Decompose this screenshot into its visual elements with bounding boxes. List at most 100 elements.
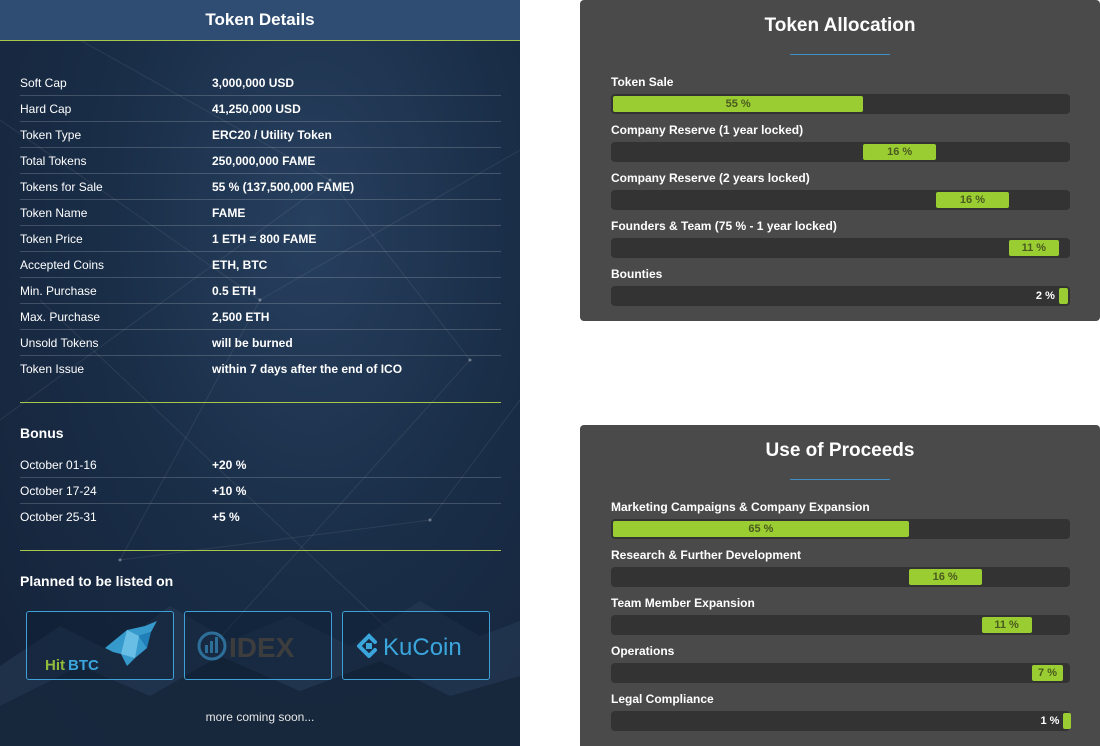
bonus-period: October 25-31	[20, 510, 97, 524]
bar-label: Research & Further Development	[611, 548, 802, 562]
detail-value: 2,500 ETH	[212, 309, 270, 324]
exchange-list: Hit BTC IDEX KuCoin	[26, 611, 490, 680]
detail-label: Token Issue	[20, 362, 85, 376]
detail-row-min-purchase: Min. Purchase 0.5 ETH	[20, 278, 501, 304]
detail-row-accepted-coins: Accepted Coins ETH, BTC	[20, 252, 501, 278]
bar-track: 7 %	[611, 663, 1070, 683]
exchange-kucoin[interactable]: KuCoin	[342, 611, 490, 680]
bar-label: Founders & Team (75 % - 1 year locked)	[611, 219, 837, 233]
bonus-period: October 01-16	[20, 457, 97, 472]
title-underline	[790, 479, 890, 480]
detail-label: Soft Cap	[20, 75, 67, 90]
detail-value: 1 ETH = 800 FAME	[212, 231, 317, 246]
bar-track: 16 %	[611, 190, 1070, 210]
bar-label: Operations	[611, 644, 675, 658]
detail-value: 3,000,000 USD	[212, 75, 295, 90]
detail-row-max-purchase: Max. Purchase 2,500 ETH	[20, 304, 501, 330]
bonus-row: October 25-31 +5 %	[20, 504, 501, 530]
token-details-panel: Token Details Soft Cap 3,000,000 USD Hard…	[0, 0, 520, 746]
bar-track: 2 %	[611, 286, 1070, 306]
detail-value: 41,250,000 USD	[212, 101, 301, 116]
token-allocation-title: Token Allocation	[764, 15, 916, 36]
allocation-bar-item: Company Reserve (2 years locked) 16 %	[611, 170, 1070, 218]
bonus-value: +5 %	[212, 510, 240, 524]
proceeds-bar-item: Operations 7 %	[611, 643, 1070, 691]
detail-row-token-issue: Token Issue within 7 days after the end o…	[20, 356, 501, 382]
idex-logo-text: IDEX	[229, 632, 295, 663]
detail-label: Accepted Coins	[20, 257, 105, 272]
kucoin-logo-text: KuCoin	[383, 634, 462, 661]
listing-title: Planned to be listed on	[20, 573, 174, 589]
detail-value: will be burned	[212, 335, 293, 350]
detail-value: 250,000,000 FAME	[212, 153, 316, 168]
kucoin-logo: KuCoin	[357, 632, 462, 661]
bar-percent: 16 %	[959, 194, 985, 206]
bonus-period: October 17-24	[20, 483, 97, 498]
detail-label: Max. Purchase	[20, 309, 101, 324]
bar-fill	[1008, 240, 1059, 256]
bar-label: Company Reserve (2 years locked)	[611, 171, 810, 185]
bar-fill	[908, 569, 982, 585]
detail-row-unsold-tokens: Unsold Tokens will be burned	[20, 330, 501, 356]
bar-percent: 16 %	[932, 571, 958, 583]
token-details-table: Soft Cap 3,000,000 USD Hard Cap 41,250,000…	[20, 70, 501, 382]
bonus-value: +20 %	[212, 457, 247, 472]
detail-row-token-type: Token Type ERC20 / Utility Token	[20, 122, 501, 148]
idex-logo: IDEX	[197, 631, 295, 663]
token-allocation-bars: Token Sale 55 % Company Reserve (1 year …	[611, 74, 1070, 314]
detail-value: 55 % (137,500,000 FAME)	[212, 179, 355, 194]
detail-row-total-tokens: Total Tokens 250,000,000 FAME	[20, 148, 501, 174]
proceeds-bar-item: Legal Compliance 1 %	[611, 691, 1072, 739]
detail-value: ERC20 / Utility Token	[212, 127, 332, 142]
proceeds-bar-item: Team Member Expansion 11 %	[611, 595, 1070, 643]
bar-fill	[1031, 665, 1064, 681]
bar-percent: 55 %	[725, 98, 751, 110]
bonus-title: Bonus	[20, 425, 64, 441]
detail-row-soft-cap: Soft Cap 3,000,000 USD	[20, 70, 501, 96]
bar-label: Company Reserve (1 year locked)	[611, 123, 804, 137]
bar-label: Marketing Campaigns & Company Expansion	[611, 500, 870, 514]
use-of-proceeds-card: Use of Proceeds Marketing Campaigns & Co…	[580, 425, 1100, 746]
hitbtc-logo-text-hit: Hit	[45, 657, 65, 673]
bar-percent: 65 %	[748, 523, 774, 535]
detail-label: Token Type	[20, 127, 82, 142]
bar-fill	[613, 96, 864, 112]
detail-label: Total Tokens	[20, 153, 87, 168]
bar-percent: 11 %	[994, 619, 1019, 631]
bonus-value: +10 %	[212, 483, 247, 498]
bar-percent: 16 %	[887, 146, 913, 158]
token-details-header: Token Details	[0, 0, 520, 41]
bar-track: 11 %	[611, 238, 1070, 258]
exchange-idex[interactable]: IDEX	[184, 611, 332, 680]
bar-label: Bounties	[611, 267, 663, 281]
token-allocation-card: Token Allocation Token Sale 55 % Company…	[580, 0, 1100, 321]
section-divider	[20, 402, 501, 403]
bar-percent: 1 %	[1040, 715, 1060, 727]
detail-label: Token Name	[20, 205, 88, 220]
bar-fill	[981, 617, 1032, 633]
more-coming-soon-text: more coming soon...	[205, 710, 315, 724]
detail-label: Hard Cap	[20, 101, 72, 116]
allocation-bar-item: Bounties 2 %	[611, 266, 1070, 314]
bonus-row: October 01-16 +20 %	[20, 452, 501, 478]
detail-row-hard-cap: Hard Cap 41,250,000 USD	[20, 96, 501, 122]
allocation-bar-item: Company Reserve (1 year locked) 16 %	[611, 122, 1070, 170]
hitbtc-logo-text-btc: BTC	[68, 657, 99, 673]
proceeds-bar-item: Marketing Campaigns & Company Expansion …	[611, 499, 1070, 547]
detail-value: within 7 days after the end of ICO	[212, 362, 403, 376]
allocation-bar-item: Founders & Team (75 % - 1 year locked) 1…	[611, 218, 1070, 266]
network-lines-decoration	[0, 39, 520, 661]
hitbtc-logo: Hit BTC	[45, 621, 157, 673]
bar-track: 65 %	[611, 519, 1070, 539]
detail-value: 0.5 ETH	[212, 283, 257, 298]
exchange-hitbtc[interactable]: Hit BTC	[26, 611, 174, 680]
bar-fill	[613, 521, 909, 537]
bonus-table: October 01-16 +20 % October 17-24 +10 % Oc…	[20, 452, 501, 530]
bar-percent: 7 %	[1038, 667, 1057, 679]
bar-label: Token Sale	[611, 75, 674, 89]
detail-label: Tokens for Sale	[20, 179, 103, 194]
section-divider	[20, 550, 501, 551]
use-of-proceeds-title: Use of Proceeds	[765, 440, 915, 461]
bar-fill	[1058, 288, 1068, 304]
bar-label: Team Member Expansion	[611, 596, 755, 610]
